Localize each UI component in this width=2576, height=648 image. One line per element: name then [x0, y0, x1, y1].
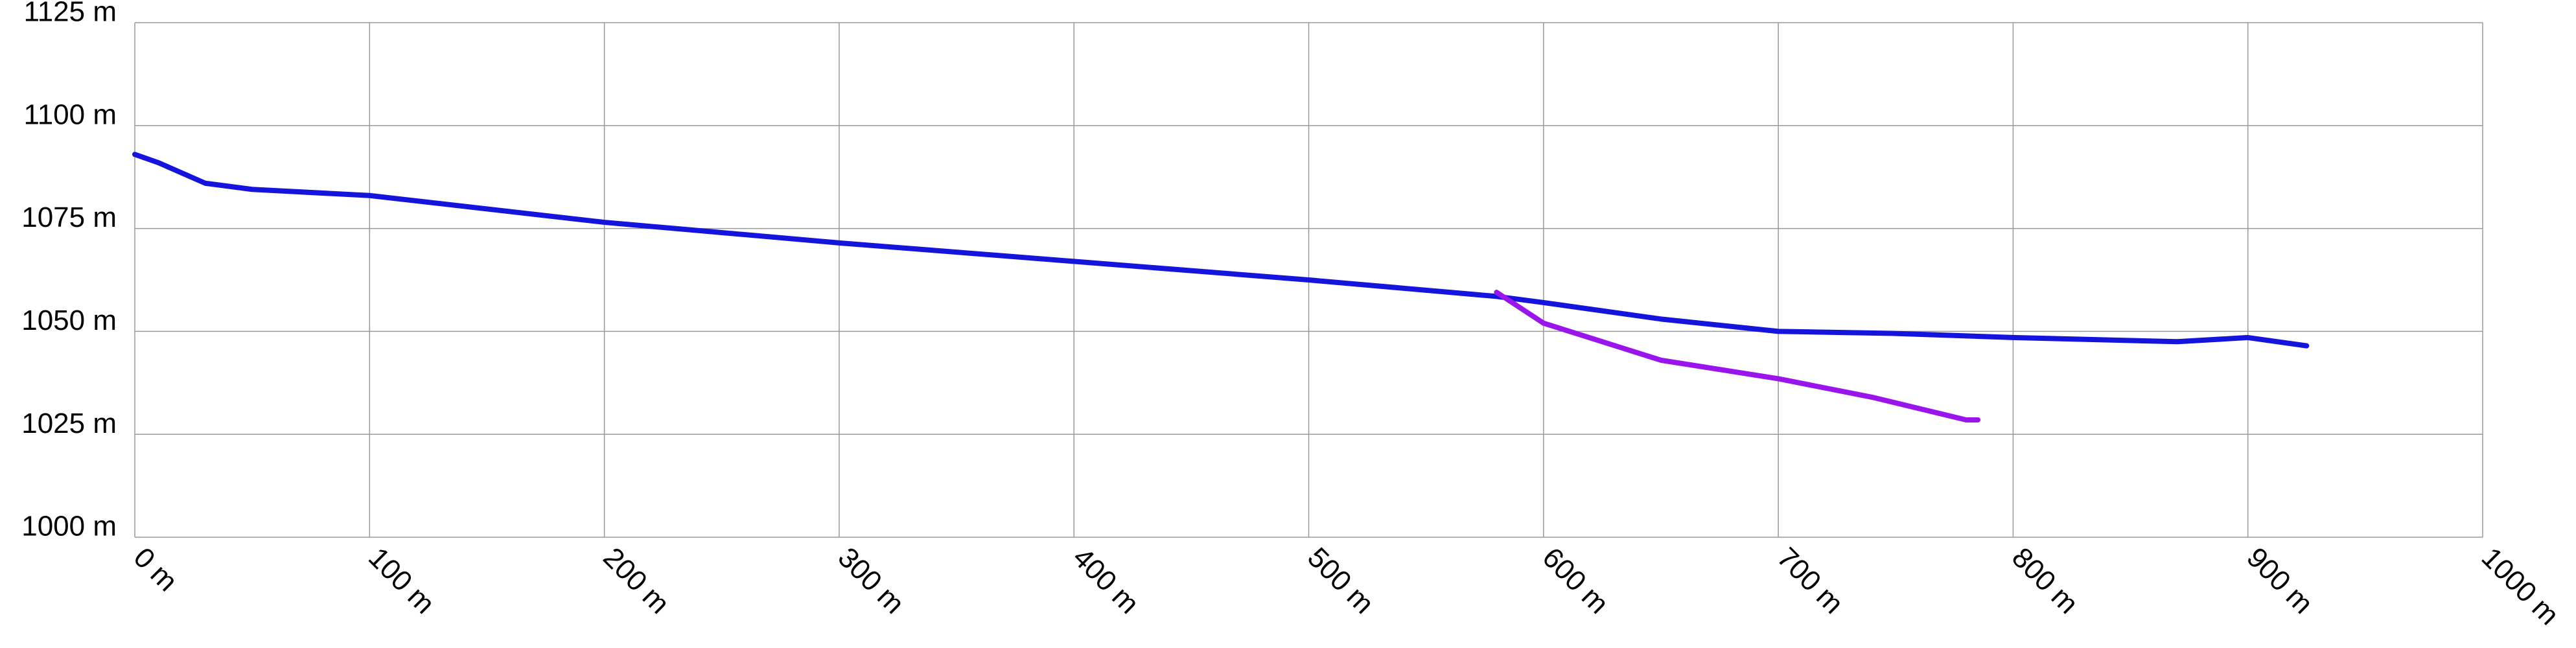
x-tick-label: 0 m [128, 542, 184, 598]
x-tick-label: 500 m [1301, 542, 1380, 620]
y-tick-label: 1100 m [24, 98, 117, 130]
x-tick-label: 600 m [1537, 542, 1615, 620]
x-tick-label: 900 m [2240, 542, 2319, 620]
x-tick-label: 400 m [1067, 542, 1145, 620]
y-tick-label: 1025 m [21, 408, 117, 439]
x-tick-label: 700 m [1771, 542, 1850, 620]
x-tick-label: 300 m [832, 542, 911, 620]
series-line [1494, 290, 1981, 422]
x-tick-label: 200 m [597, 542, 675, 620]
series-line [132, 152, 2310, 349]
x-tick-label: 1000 m [2476, 542, 2565, 631]
y-tick-label: 1000 m [21, 511, 117, 542]
y-tick-label: 1050 m [21, 305, 117, 336]
x-tick-label: 100 m [362, 542, 441, 620]
x-tick-label: 800 m [2006, 542, 2084, 620]
y-tick-label: 1075 m [21, 202, 117, 233]
y-tick-label: 1125 m [24, 0, 117, 28]
